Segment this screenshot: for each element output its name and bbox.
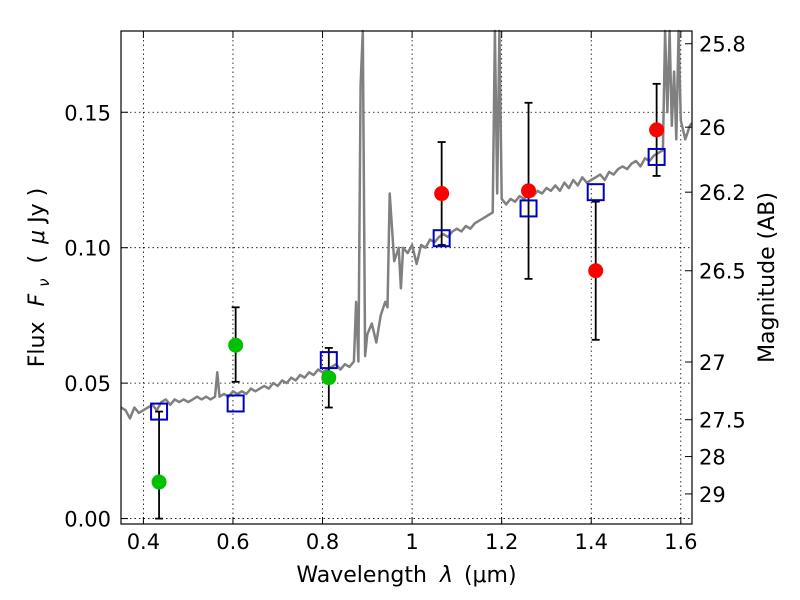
y2-tick-label: 28 [699,446,726,470]
y2-tick-label: 29 [699,483,726,507]
y2-tick-label: 26 [699,116,726,140]
plot-frame [120,30,693,525]
y2-tick-label: 26.2 [699,181,746,205]
y-tick-label: 0.05 [64,372,111,396]
observed-flux-point-green [151,474,167,490]
observed-flux-point-red [649,122,665,138]
y2-axis-label: Magnitude (AB) [755,192,780,363]
x-tick-label: 1 [405,530,418,554]
grid-lines [121,31,692,524]
y2-tick-label: 27 [699,351,726,375]
y2-tick-label: 26.5 [699,260,746,284]
x-tick-label: 1.6 [664,530,697,554]
x-tick-label: 0.8 [306,530,339,554]
spectrum-layer [120,29,693,420]
model-photometry-square [150,402,169,421]
model-photometry-square [319,351,338,370]
model-photometry-square [519,199,538,218]
y2-tick-label: 25.8 [699,33,746,57]
x-tick-label: 0.4 [127,530,160,554]
model-photometry-square [647,147,666,166]
y-tick-label: 0.15 [64,101,111,125]
observed-flux-point-red [588,263,604,279]
model-photometry-square [586,183,605,202]
marker-layer [150,122,666,490]
observed-flux-point-red [434,186,450,202]
x-tick-label: 0.6 [216,530,249,554]
observed-flux-point-green [321,370,337,386]
y-axis-label: Flux F ν ( μ Jy ) [25,188,55,367]
model-photometry-square [432,229,451,248]
x-tick-label: 1.4 [575,530,608,554]
y2-tick-label: 27.5 [699,409,746,433]
x-axis-label: Wavelength λ (μm) [296,563,516,588]
observed-flux-point-green [228,337,244,353]
model-spectrum-line [120,29,693,420]
errorbar-layer [155,82,661,520]
y-tick-label: 0.10 [64,237,111,261]
x-tick-label: 1.2 [485,530,518,554]
model-photometry-square [226,394,245,413]
observed-flux-point-red [521,183,537,199]
y-tick-label: 0.00 [64,508,111,532]
ticks-layer: 0.4 0.6 0.8 1 1.2 1.4 1.6 0.00 0.05 0.10 0.15 25.8 2… [64,31,746,554]
